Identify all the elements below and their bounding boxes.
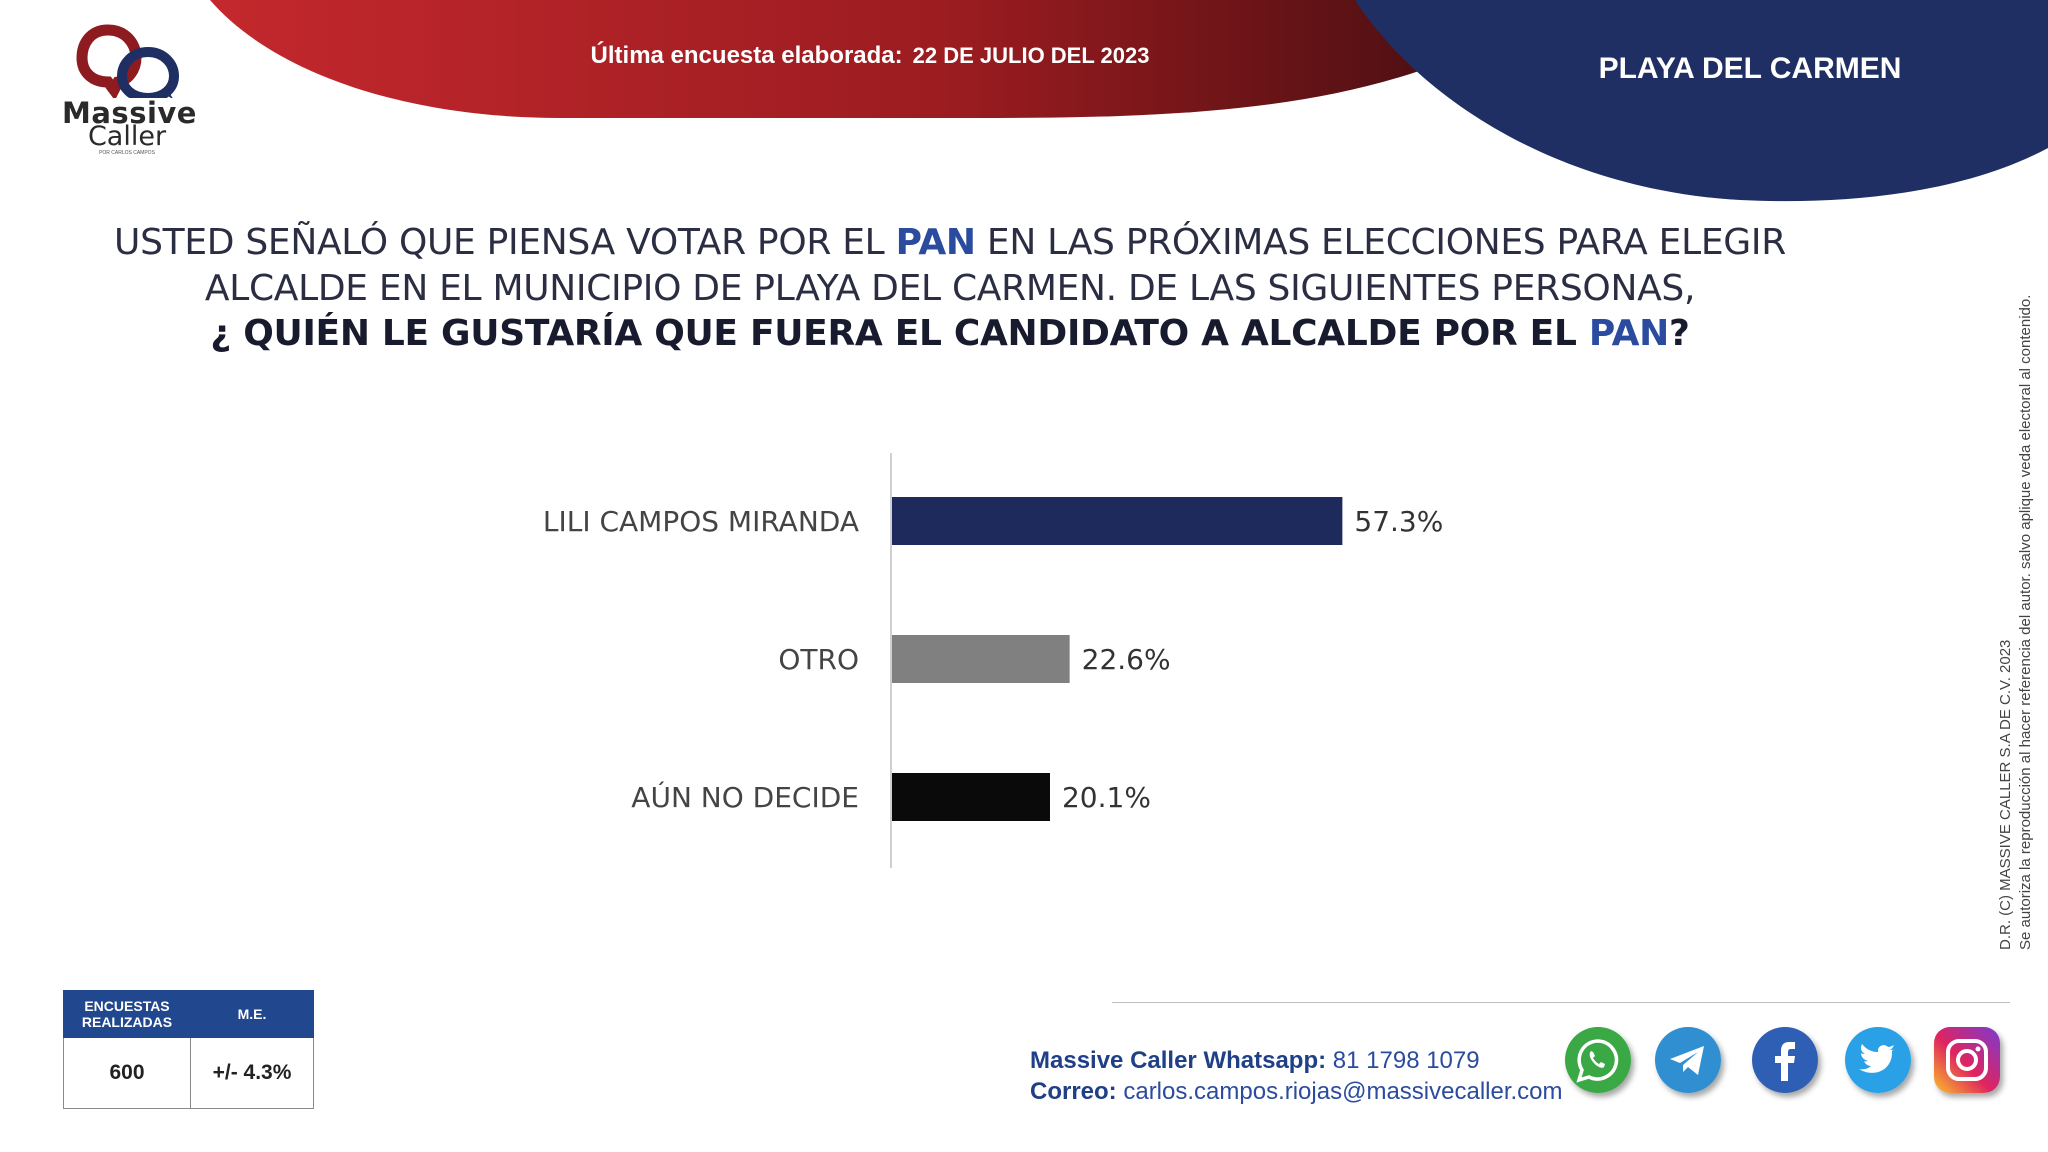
brand-name-line2: Caller (87, 121, 167, 152)
brand-name-line1: Massive (62, 96, 197, 130)
copyright-line-2: Se autoriza la reproducción al hacer ref… (2017, 294, 2034, 950)
question-line-1: USTED SEÑALÓ QUE PIENSA VOTAR POR EL PAN… (60, 222, 1840, 263)
whatsapp-icon[interactable] (1565, 1027, 1631, 1093)
surveys-value: 600 (63, 1037, 191, 1109)
moe-value: +/- 4.3% (190, 1037, 314, 1109)
question-line-3-pre: ¿ QUIÉN LE GUSTARÍA QUE FUERA EL CANDIDA… (210, 313, 1589, 354)
moe-header: M.E. (190, 990, 314, 1038)
red-header-band (210, 0, 1450, 118)
brand-logo (62, 18, 192, 158)
twitter-icon[interactable] (1845, 1027, 1911, 1093)
question-line-3: ¿ QUIÉN LE GUSTARÍA QUE FUERA EL CANDIDA… (60, 313, 1840, 354)
navy-header-arc (1355, 0, 2048, 202)
email-label: Correo: (1030, 1078, 1117, 1105)
location-title: PLAYA DEL CARMEN (1598, 52, 1902, 85)
contact-info: Massive Caller Whatsapp: 81 1798 1079 Co… (1030, 1045, 1563, 1107)
telegram-icon[interactable] (1655, 1027, 1721, 1093)
question-line-1-pre: USTED SEÑALÓ QUE PIENSA VOTAR POR EL (114, 222, 896, 263)
whatsapp-label: Massive Caller Whatsapp: (1030, 1047, 1327, 1074)
question-line-2: ALCALDE EN EL MUNICIPIO DE PLAYA DEL CAR… (204, 268, 1696, 309)
brand-tagline: POR CARLOS CAMPOS (99, 150, 155, 156)
surveys-header: ENCUESTAS REALIZADAS (63, 990, 191, 1038)
facebook-icon[interactable] (1752, 1027, 1818, 1093)
question-line-1-post: EN LAS PRÓXIMAS ELECCIONES PARA ELEGIR (975, 222, 1786, 263)
survey-date-label: Última encuesta elaborada: (590, 42, 903, 69)
copyright-line-1: D.R. (C) MASSIVE CALLER S.A DE C.V. 2023 (1997, 639, 2014, 950)
party-name: PAN (895, 222, 976, 263)
party-name: PAN (1588, 313, 1669, 354)
whatsapp-number[interactable]: 81 1798 1079 (1332, 1047, 1480, 1074)
email-line: Correo: carlos.campos.riojas@massivecall… (1030, 1076, 1563, 1107)
copyright-notice: D.R. (C) MASSIVE CALLER S.A DE C.V. 2023… (1996, 295, 2036, 950)
whatsapp-line: Massive Caller Whatsapp: 81 1798 1079 (1030, 1045, 1563, 1076)
instagram-icon[interactable] (1934, 1027, 2000, 1093)
survey-date-banner: Última encuesta elaborada: 22 DE JULIO DE… (560, 42, 1180, 70)
survey-stats-table: ENCUESTAS REALIZADAS M.E. 600 +/- 4.3% (63, 990, 314, 1109)
footer-divider (1112, 1002, 2010, 1003)
question-line-3-post: ? (1669, 313, 1690, 354)
logo-speech-bubbles-icon (76, 24, 180, 104)
email-address[interactable]: carlos.campos.riojas@massivecaller.com (1123, 1078, 1563, 1105)
survey-date-value: 22 DE JULIO DEL 2023 (912, 43, 1150, 68)
